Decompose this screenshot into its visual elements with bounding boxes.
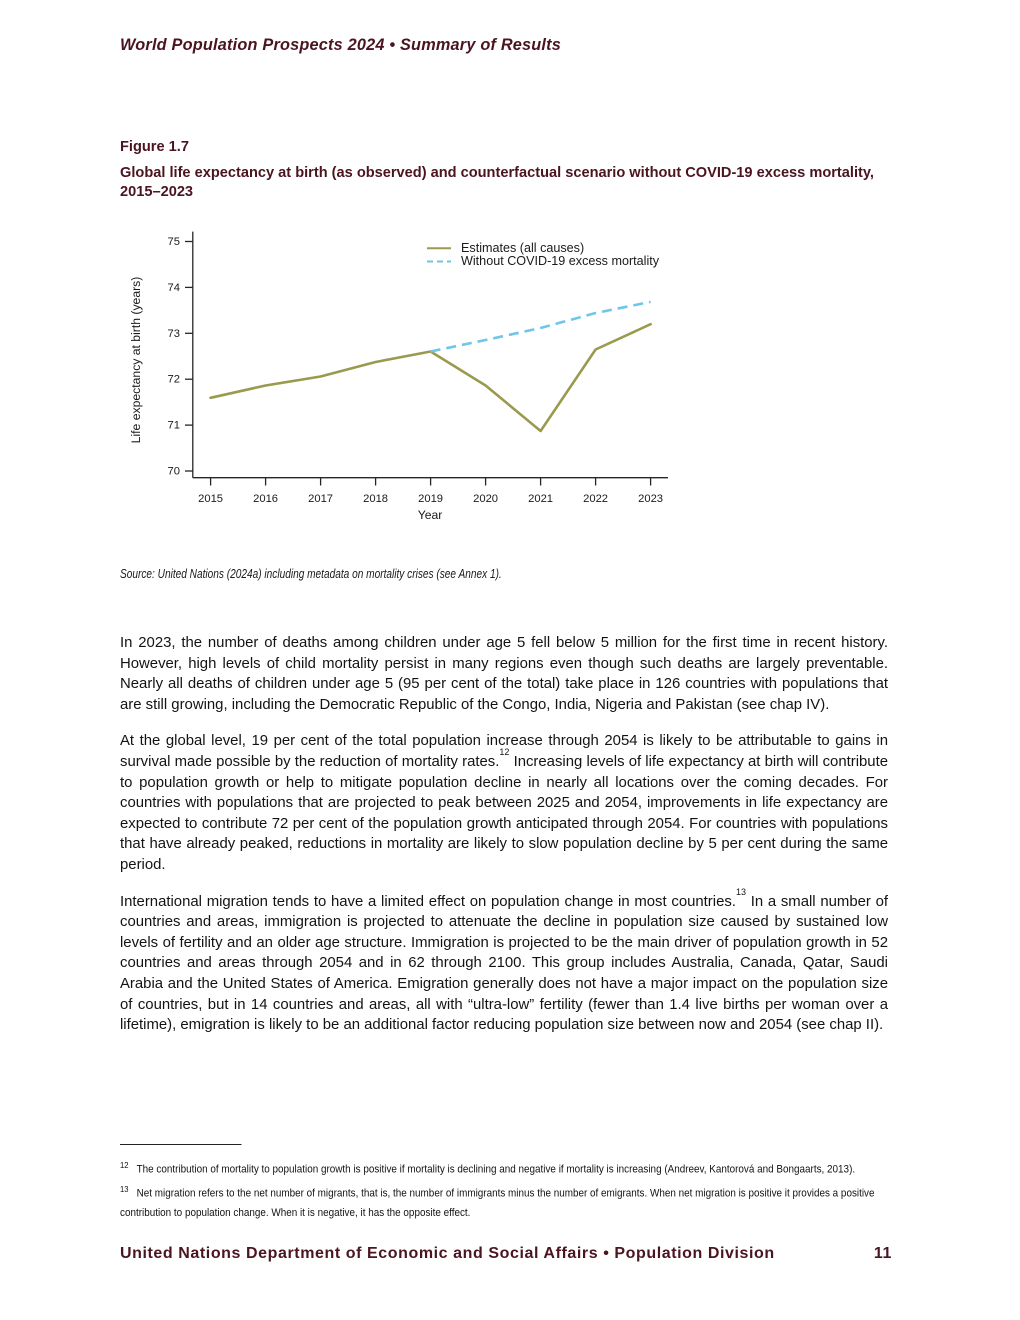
svg-text:70: 70: [168, 466, 180, 478]
svg-text:2022: 2022: [583, 493, 608, 505]
svg-text:2023: 2023: [638, 493, 663, 505]
svg-text:Estimates (all causes): Estimates (all causes): [461, 241, 584, 255]
svg-text:2016: 2016: [253, 493, 278, 505]
svg-text:72: 72: [168, 374, 180, 386]
svg-text:2021: 2021: [528, 493, 553, 505]
svg-text:2019: 2019: [418, 493, 443, 505]
svg-text:2015: 2015: [198, 493, 223, 505]
svg-text:Year: Year: [418, 508, 443, 522]
svg-text:71: 71: [168, 420, 180, 432]
svg-text:Without COVID-19 excess mortal: Without COVID-19 excess mortality: [461, 254, 660, 268]
svg-text:2018: 2018: [363, 493, 388, 505]
svg-text:2017: 2017: [308, 493, 333, 505]
svg-text:74: 74: [168, 282, 180, 294]
svg-text:2020: 2020: [473, 493, 498, 505]
svg-text:Life expectancy at birth (year: Life expectancy at birth (years): [129, 277, 143, 444]
svg-text:75: 75: [168, 236, 180, 248]
svg-text:73: 73: [168, 328, 180, 340]
